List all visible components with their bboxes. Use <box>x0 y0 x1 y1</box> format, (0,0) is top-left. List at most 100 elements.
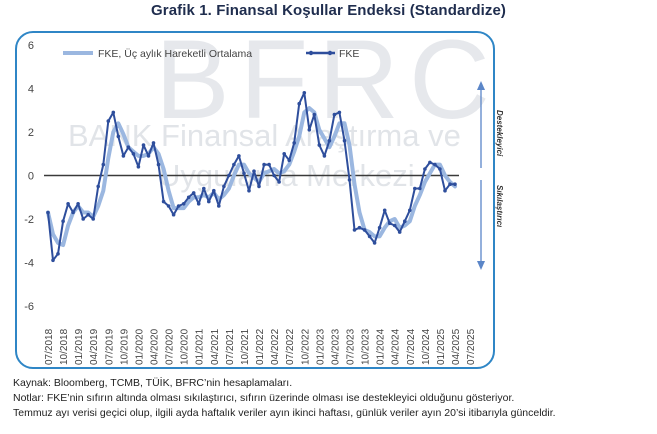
data-point-fke <box>51 258 55 263</box>
data-point-fke <box>136 165 141 169</box>
data-point-fke <box>382 208 387 213</box>
data-point-fke <box>146 154 151 158</box>
data-point-fke <box>222 184 226 189</box>
data-point-fke <box>46 210 50 215</box>
data-point-fke <box>196 202 201 206</box>
legend-label-ma: FKE, Üç aylık Hareketli Ortalama <box>98 48 252 60</box>
x-axis: 07/2018 10/2018 01/2019 04/2019 07/2019 10/20… <box>44 328 477 365</box>
data-point-fke <box>217 204 221 208</box>
data-point-fke <box>282 152 287 156</box>
notes-block: Kaynak: Bloomberg, TCMB, TÜİK, BFRC’nin … <box>13 376 653 421</box>
data-point-fke <box>121 154 126 158</box>
data-point-fke <box>106 119 111 123</box>
watermark-logo: BFRC <box>155 17 500 142</box>
data-point-fke <box>252 169 256 173</box>
data-point-fke <box>403 219 407 223</box>
x-tick-label: 10/2019 <box>119 328 130 365</box>
data-point-fke <box>171 212 176 217</box>
data-point-fke <box>418 186 422 191</box>
y-tick-label: 6 <box>28 40 34 52</box>
data-point-fke <box>342 138 347 143</box>
side-label-top: Destekleyici <box>495 110 504 157</box>
data-point-fke <box>292 141 297 145</box>
data-point-fke <box>166 204 171 208</box>
y-tick-label: -6 <box>24 301 34 313</box>
data-point-fke <box>151 141 156 145</box>
x-tick-label: 01/2023 <box>315 328 326 365</box>
y-tick-label: 2 <box>28 127 34 139</box>
data-point-fke <box>327 138 332 143</box>
x-tick-label: 07/2022 <box>285 328 296 365</box>
side-arrow: Destekleyici Sıkılaştırıcı <box>477 81 504 270</box>
x-tick-label: 04/2022 <box>270 328 281 365</box>
data-point-fke <box>202 186 206 191</box>
legend: FKE, Üç aylık Hareketli Ortalama FKE <box>63 48 359 60</box>
data-point-fke <box>438 167 442 171</box>
x-tick-label: 07/2021 <box>225 328 236 365</box>
data-point-fke <box>397 230 402 234</box>
data-point-fke <box>387 221 392 226</box>
legend-label-fke: FKE <box>339 48 359 60</box>
data-point-fke <box>307 128 312 132</box>
data-point-fke <box>131 152 136 156</box>
data-point-fke <box>392 223 397 228</box>
note-provisional: Temmuz ayı verisi geçici olup, ilgili ay… <box>13 407 556 419</box>
watermark: BFRC BANK Finansal Araştırma ve Uygulama… <box>68 17 500 193</box>
x-tick-label: 10/2022 <box>300 328 311 365</box>
chart-svg: BFRC BANK Finansal Araştırma ve Uygulama… <box>24 17 504 365</box>
data-point-fke <box>191 191 196 195</box>
data-point-fke <box>317 143 322 147</box>
data-point-fke <box>176 204 181 208</box>
x-tick-label: 07/2019 <box>104 328 115 365</box>
x-tick-label: 01/2019 <box>74 328 85 365</box>
data-point-fke <box>161 199 166 204</box>
note-explanation: Notlar: FKE’nin sıfırın altında olması s… <box>13 392 515 404</box>
watermark-line1: BANK Finansal Araştırma ve <box>68 118 461 153</box>
data-point-fke <box>272 173 276 178</box>
data-point-fke <box>56 252 60 256</box>
side-label-bottom: Sıkılaştırıcı <box>495 185 504 228</box>
y-tick-label: -4 <box>24 258 34 270</box>
y-tick-label: -2 <box>24 214 34 226</box>
data-point-fke <box>372 241 377 245</box>
data-point-fke <box>367 234 372 239</box>
x-tick-label: 04/2024 <box>391 328 402 365</box>
legend-marker-fke-2 <box>327 50 333 56</box>
data-point-fke <box>267 162 271 167</box>
data-point-fke <box>408 208 412 213</box>
data-point-fke <box>377 225 382 230</box>
data-point-fke <box>322 154 327 158</box>
data-point-fke <box>357 225 362 230</box>
data-point-fke <box>86 212 90 217</box>
x-tick-label: 01/2024 <box>376 328 387 365</box>
x-tick-label: 04/2023 <box>330 328 341 365</box>
arrow-down-head <box>477 261 485 270</box>
data-point-fke <box>116 134 121 139</box>
data-point-fke <box>101 162 106 167</box>
arrow-up-head <box>477 81 485 90</box>
data-point-fke <box>61 219 65 223</box>
data-point-fke <box>96 184 100 189</box>
data-point-fke <box>332 112 337 117</box>
data-point-fke <box>71 210 75 215</box>
data-point-fke <box>207 199 211 204</box>
x-tick-label: 07/2020 <box>165 328 176 365</box>
data-point-fke <box>453 182 457 186</box>
data-point-fke <box>362 228 367 232</box>
data-point-fke <box>212 188 216 193</box>
chart-frame <box>15 31 495 369</box>
chart-title: Grafik 1. Finansal Koşullar Endeksi (Sta… <box>151 2 506 19</box>
data-point-fke <box>186 195 191 200</box>
data-point-fke <box>181 202 186 206</box>
data-point-fke <box>352 228 357 232</box>
x-tick-label: 01/2025 <box>436 328 447 365</box>
data-point-fke <box>413 186 417 191</box>
y-tick-label: 0 <box>28 171 34 183</box>
data-point-fke <box>257 184 261 189</box>
x-tick-label: 01/2021 <box>195 328 206 365</box>
x-tick-label: 07/2023 <box>345 328 356 365</box>
data-point-fke <box>448 182 452 186</box>
data-point-fke <box>66 202 70 206</box>
data-point-fke <box>76 202 80 206</box>
data-point-fke <box>287 158 292 163</box>
